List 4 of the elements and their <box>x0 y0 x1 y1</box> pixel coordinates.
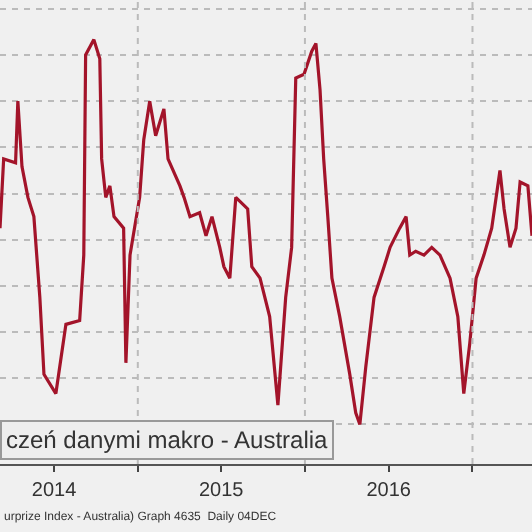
x-tick-label: 2016 <box>366 480 412 502</box>
x-tick-label: 2014 <box>31 480 78 502</box>
x-tick-label: 2015 <box>198 480 245 502</box>
text: czeń danymi makro - Australia <box>6 426 329 454</box>
